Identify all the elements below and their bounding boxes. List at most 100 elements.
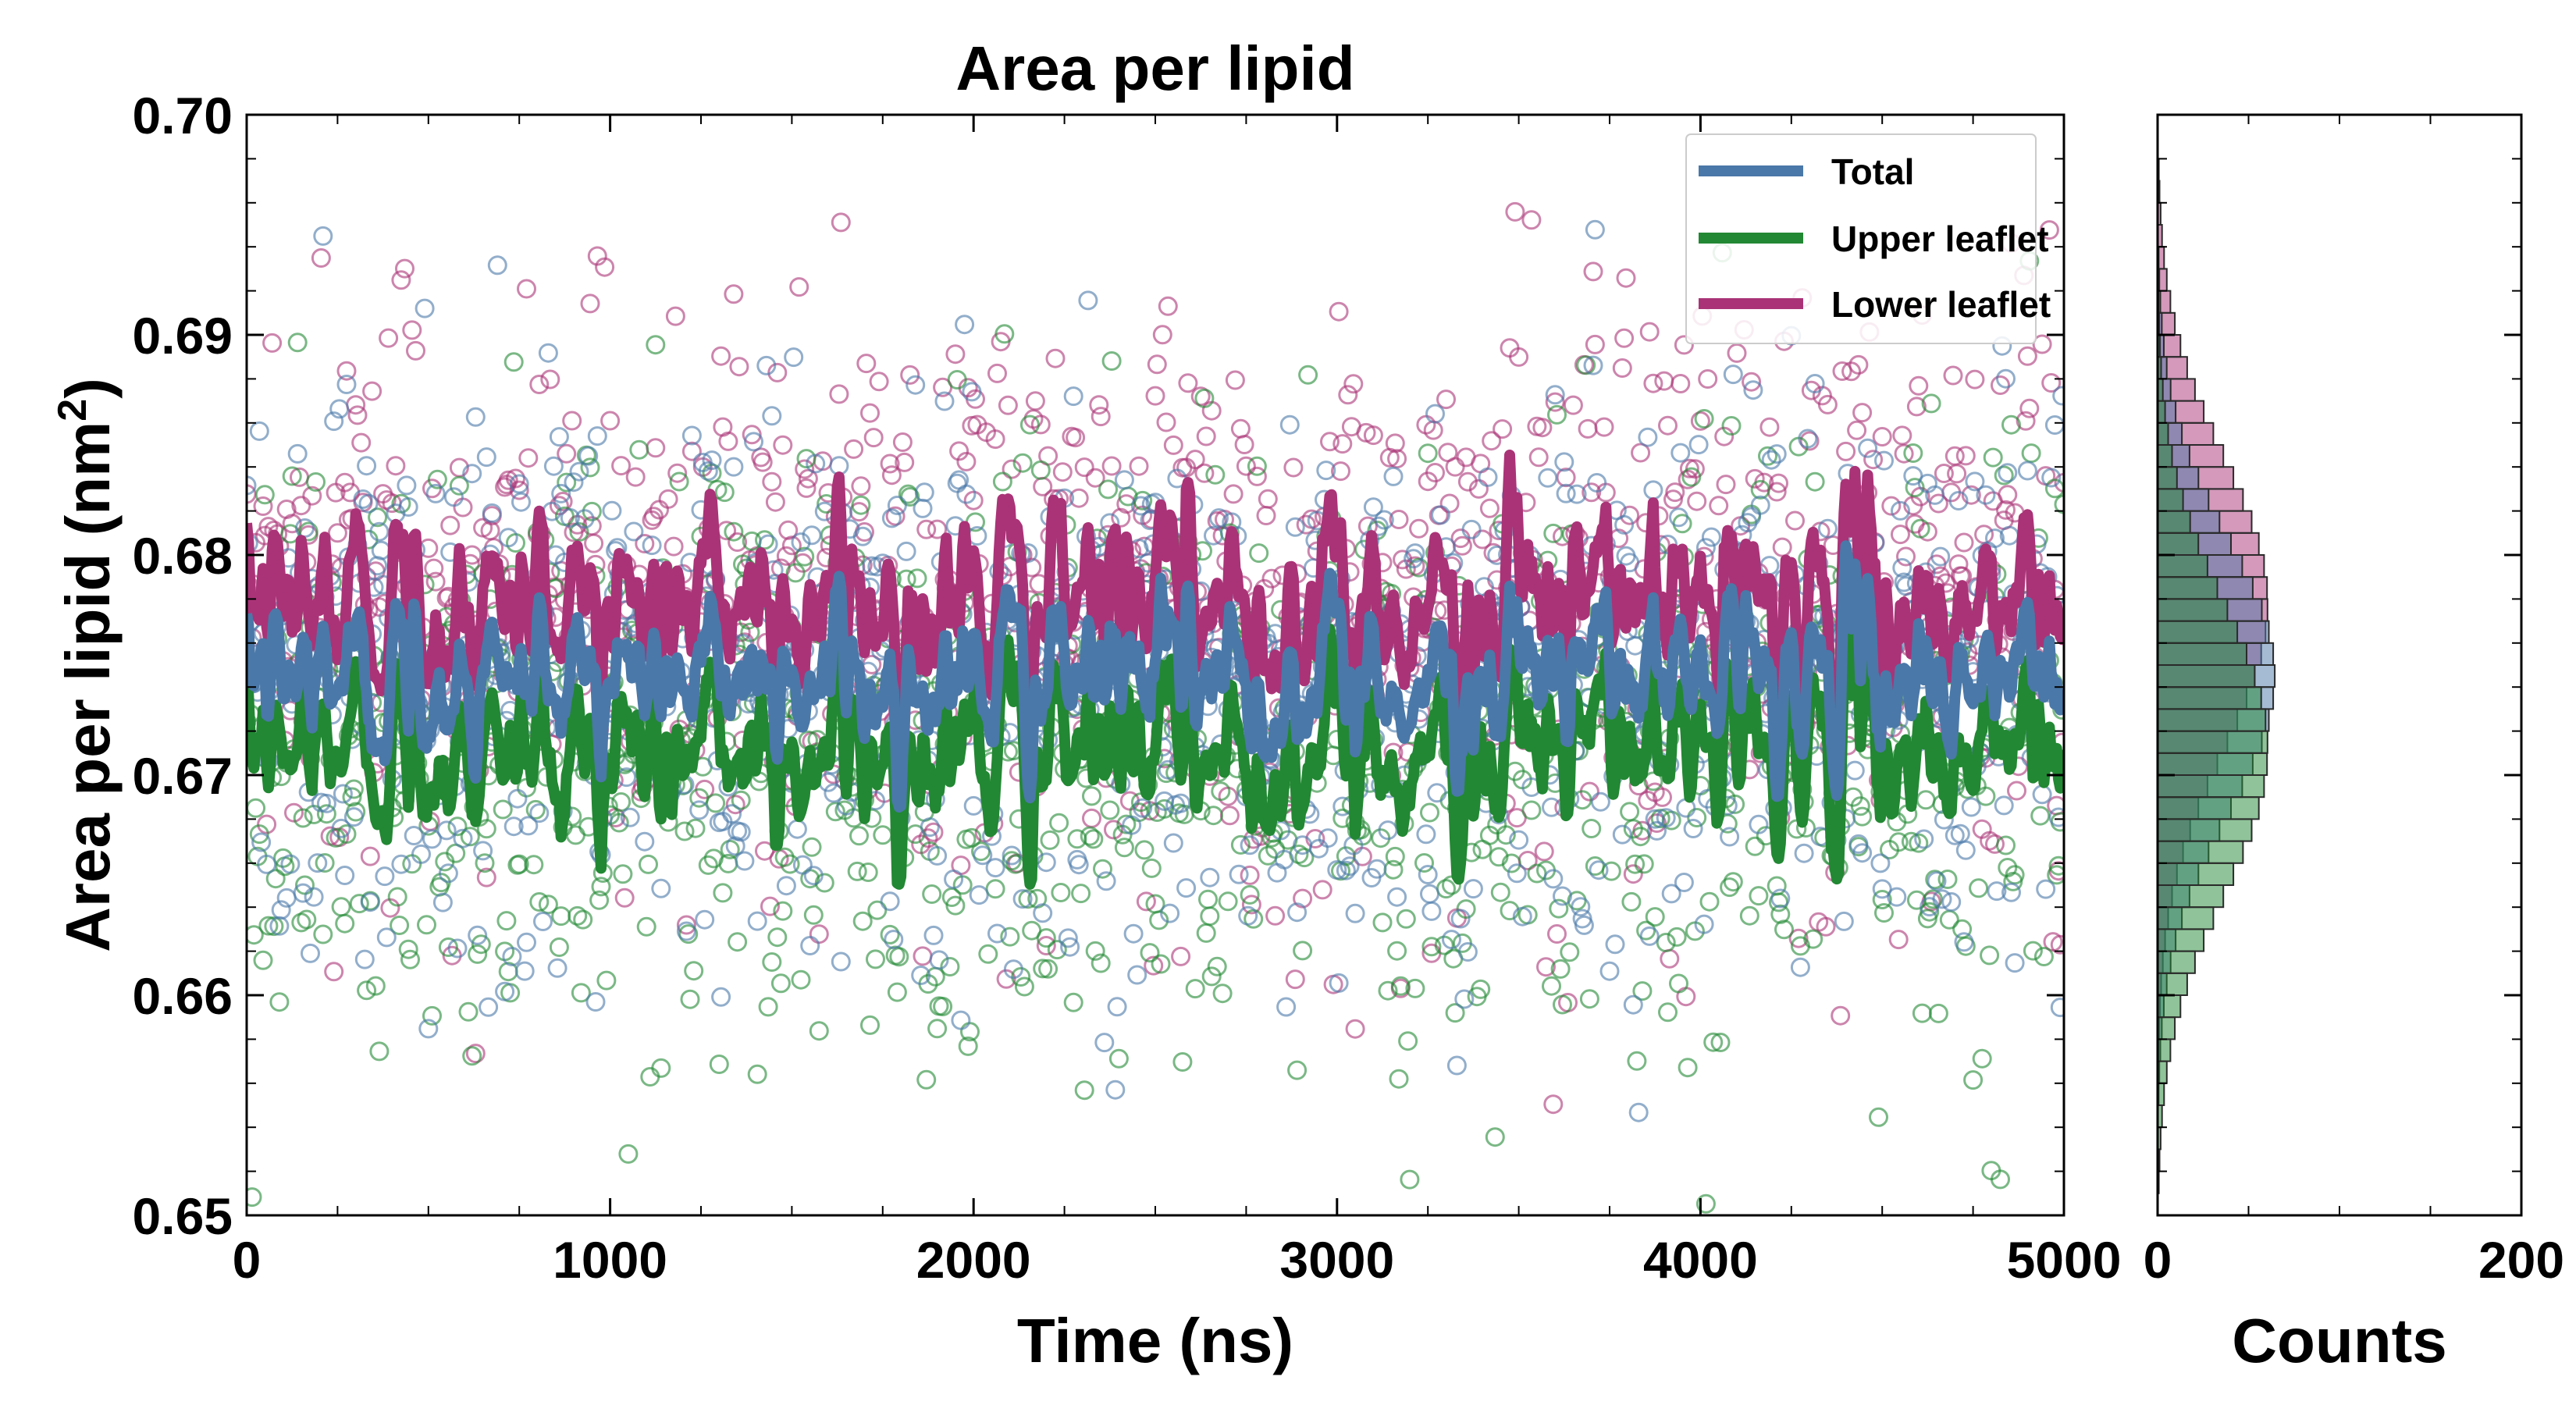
scatter-point bbox=[1683, 819, 1703, 838]
x-tick-label: 0 bbox=[233, 1231, 262, 1289]
scatter-point bbox=[711, 346, 731, 366]
scatter-point bbox=[1194, 388, 1215, 408]
scatter-point bbox=[1144, 955, 1164, 976]
scatter-point bbox=[2005, 953, 2025, 973]
scatter-point bbox=[770, 973, 791, 994]
scatter-point bbox=[922, 884, 942, 904]
scatter-point bbox=[547, 958, 568, 978]
scatter-point bbox=[557, 472, 577, 493]
scatter-point bbox=[914, 482, 934, 503]
scatter-point bbox=[1845, 760, 1865, 781]
legend-label-total: Total bbox=[1831, 151, 1914, 192]
scatter-point bbox=[962, 382, 982, 402]
scatter-point bbox=[639, 854, 658, 874]
scatter-point bbox=[1507, 863, 1527, 884]
scatter-point bbox=[368, 507, 388, 528]
scatter-point bbox=[313, 226, 333, 246]
scatter-point bbox=[525, 799, 546, 820]
scatter-point bbox=[1201, 966, 1222, 987]
hist-bar bbox=[2158, 730, 2268, 754]
scatter-point bbox=[1456, 899, 1476, 919]
scatter-point bbox=[398, 497, 418, 517]
scatter-point bbox=[1416, 824, 1436, 845]
scatter-point bbox=[443, 487, 464, 507]
scatter-point bbox=[1803, 929, 1823, 949]
scatter-point bbox=[1002, 459, 1022, 479]
scatter-point bbox=[1788, 928, 1809, 948]
y-tick-label: 0.69 bbox=[133, 307, 233, 365]
scatter-point bbox=[635, 534, 655, 553]
scatter-point bbox=[498, 528, 518, 548]
scatter-point bbox=[755, 530, 774, 550]
scatter-point bbox=[1069, 488, 1089, 508]
scatter-point bbox=[595, 257, 615, 277]
scatter-point bbox=[767, 927, 788, 948]
scatter-point bbox=[685, 818, 706, 838]
scatter-point bbox=[1532, 418, 1553, 438]
scatter-point bbox=[651, 878, 671, 898]
scatter-point bbox=[851, 495, 871, 515]
scatter-point bbox=[447, 938, 468, 959]
scatter-point bbox=[758, 534, 778, 554]
scatter-point bbox=[438, 937, 458, 957]
scatter-point bbox=[1425, 463, 1445, 482]
scatter-point bbox=[529, 803, 550, 823]
scatter-point bbox=[406, 340, 425, 361]
scatter-point bbox=[316, 804, 336, 824]
y-axis-label-close: ) bbox=[53, 378, 123, 399]
scatter-point bbox=[1614, 328, 1635, 348]
scatter-point bbox=[306, 472, 326, 492]
y-axis-label-main: Area per lipid (nm bbox=[53, 422, 123, 952]
scatter-point bbox=[1185, 979, 1205, 999]
scatter-point bbox=[1703, 1032, 1724, 1052]
scatter-point bbox=[1045, 348, 1066, 368]
scatter-point bbox=[702, 450, 722, 471]
scatter-point bbox=[517, 279, 536, 299]
scatter-point bbox=[1389, 510, 1409, 529]
scatter-point bbox=[308, 853, 328, 873]
scatter-point bbox=[1891, 525, 1910, 545]
scatter-point bbox=[1501, 853, 1521, 873]
scatter-point bbox=[1229, 864, 1249, 884]
scatter-point bbox=[509, 854, 529, 874]
scatter-point bbox=[1848, 354, 1869, 375]
scatter-point bbox=[1133, 798, 1153, 818]
scatter-point bbox=[369, 521, 390, 542]
scatter-point bbox=[1018, 889, 1038, 909]
scatter-point bbox=[1036, 852, 1056, 873]
scatter-point bbox=[1074, 1080, 1094, 1101]
scatter-point bbox=[1500, 901, 1520, 921]
scatter-point bbox=[1296, 514, 1316, 535]
scatter-point bbox=[611, 456, 632, 476]
scatter-point bbox=[880, 454, 900, 474]
scatter-point bbox=[1955, 840, 1976, 860]
scatter-point bbox=[614, 887, 635, 908]
scatter-point bbox=[1085, 468, 1105, 488]
scatter-point bbox=[1247, 456, 1267, 476]
scatter-point bbox=[493, 799, 513, 820]
scatter-point bbox=[479, 997, 499, 1017]
scatter-point bbox=[985, 429, 1005, 450]
scatter-point bbox=[2019, 398, 2040, 418]
scatter-point bbox=[1698, 369, 1718, 389]
scatter-point bbox=[866, 949, 885, 969]
scatter-point bbox=[1436, 389, 1456, 410]
scatter-point bbox=[889, 947, 909, 967]
scatter-point bbox=[482, 503, 502, 523]
scatter-point bbox=[549, 937, 569, 957]
scatter-point bbox=[343, 807, 364, 827]
scatter-point bbox=[684, 961, 704, 981]
hist-bar bbox=[2158, 906, 2215, 930]
scatter-point bbox=[742, 425, 762, 445]
scatter-point bbox=[1749, 886, 1769, 906]
scatter-point bbox=[1955, 446, 1976, 466]
scatter-point bbox=[298, 521, 318, 542]
scatter-point bbox=[1196, 426, 1216, 446]
scatter-point bbox=[674, 821, 695, 841]
x-tick-label: 2000 bbox=[916, 1231, 1031, 1289]
scatter-point bbox=[1831, 1005, 1851, 1026]
scatter-point bbox=[1623, 864, 1643, 884]
scatter-point bbox=[1834, 911, 1854, 931]
scatter-point bbox=[1563, 395, 1583, 415]
scatter-point bbox=[907, 568, 927, 589]
